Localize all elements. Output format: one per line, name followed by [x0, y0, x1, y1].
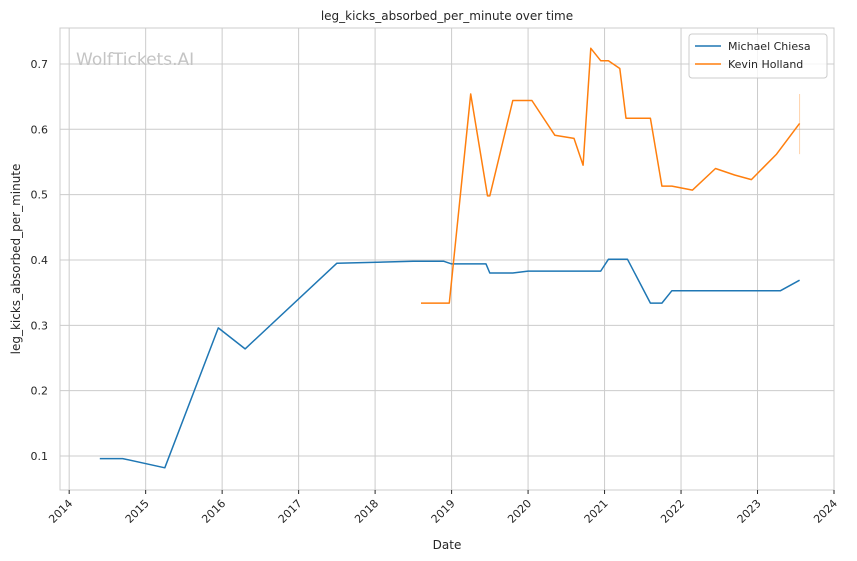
plot-area [60, 28, 834, 490]
y-axis-label: leg_kicks_absorbed_per_minute [9, 164, 23, 355]
y-axis: 0.1 0.2 0.3 0.4 0.5 0.6 0.7 [31, 58, 49, 463]
x-tick-label: 2017 [276, 497, 305, 526]
series-line-kevin-holland [421, 47, 801, 304]
x-axis: 2014 2015 2016 2017 2018 2019 2020 2021 2022 2023… [46, 490, 840, 526]
series-line-michael-chiesa [99, 258, 800, 469]
y-tick-label: 0.2 [31, 385, 49, 398]
x-tick-label: 2014 [46, 497, 75, 526]
y-tick-label: 0.3 [31, 319, 49, 332]
y-tick-label: 0.5 [31, 189, 49, 202]
legend-label: Michael Chiesa [728, 40, 811, 53]
x-tick-label: 2023 [735, 497, 764, 526]
x-tick-label: 2019 [429, 497, 458, 526]
y-tick-label: 0.1 [31, 450, 49, 463]
x-tick-label: 2021 [582, 497, 611, 526]
x-tick-label: 2024 [811, 497, 840, 526]
y-tick-label: 0.4 [31, 254, 49, 267]
x-tick-label: 2020 [505, 497, 534, 526]
x-tick-label: 2016 [199, 497, 228, 526]
y-tick-label: 0.6 [31, 123, 49, 136]
y-tick-label: 0.7 [31, 58, 49, 71]
watermark: WolfTickets.AI [76, 50, 194, 70]
x-axis-label: Date [433, 538, 462, 552]
x-tick-label: 2022 [658, 497, 687, 526]
legend-label: Kevin Holland [728, 58, 803, 71]
plot-frame [59, 27, 835, 491]
legend: Michael Chiesa Kevin Holland [688, 33, 828, 79]
chart-title: leg_kicks_absorbed_per_minute over time [321, 9, 573, 23]
x-tick-label: 2015 [123, 497, 152, 526]
series-layer [99, 47, 801, 469]
legend-box [688, 33, 828, 79]
x-tick-label: 2018 [352, 497, 381, 526]
